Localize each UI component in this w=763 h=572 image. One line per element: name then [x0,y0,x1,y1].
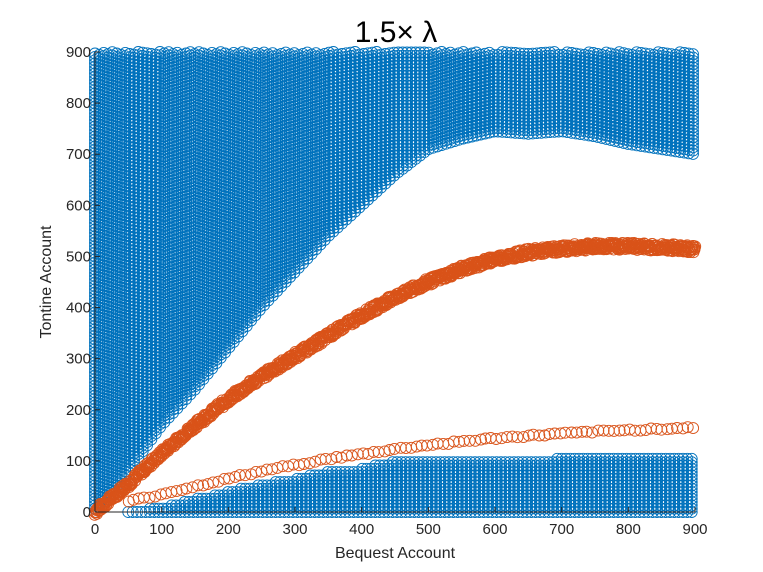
chart-title: 1.5× λ [355,16,438,49]
data-point [119,46,132,59]
data-point [106,46,119,59]
data-point [97,46,110,59]
plot-area [88,46,702,521]
series-blue-upper-region [89,46,699,518]
